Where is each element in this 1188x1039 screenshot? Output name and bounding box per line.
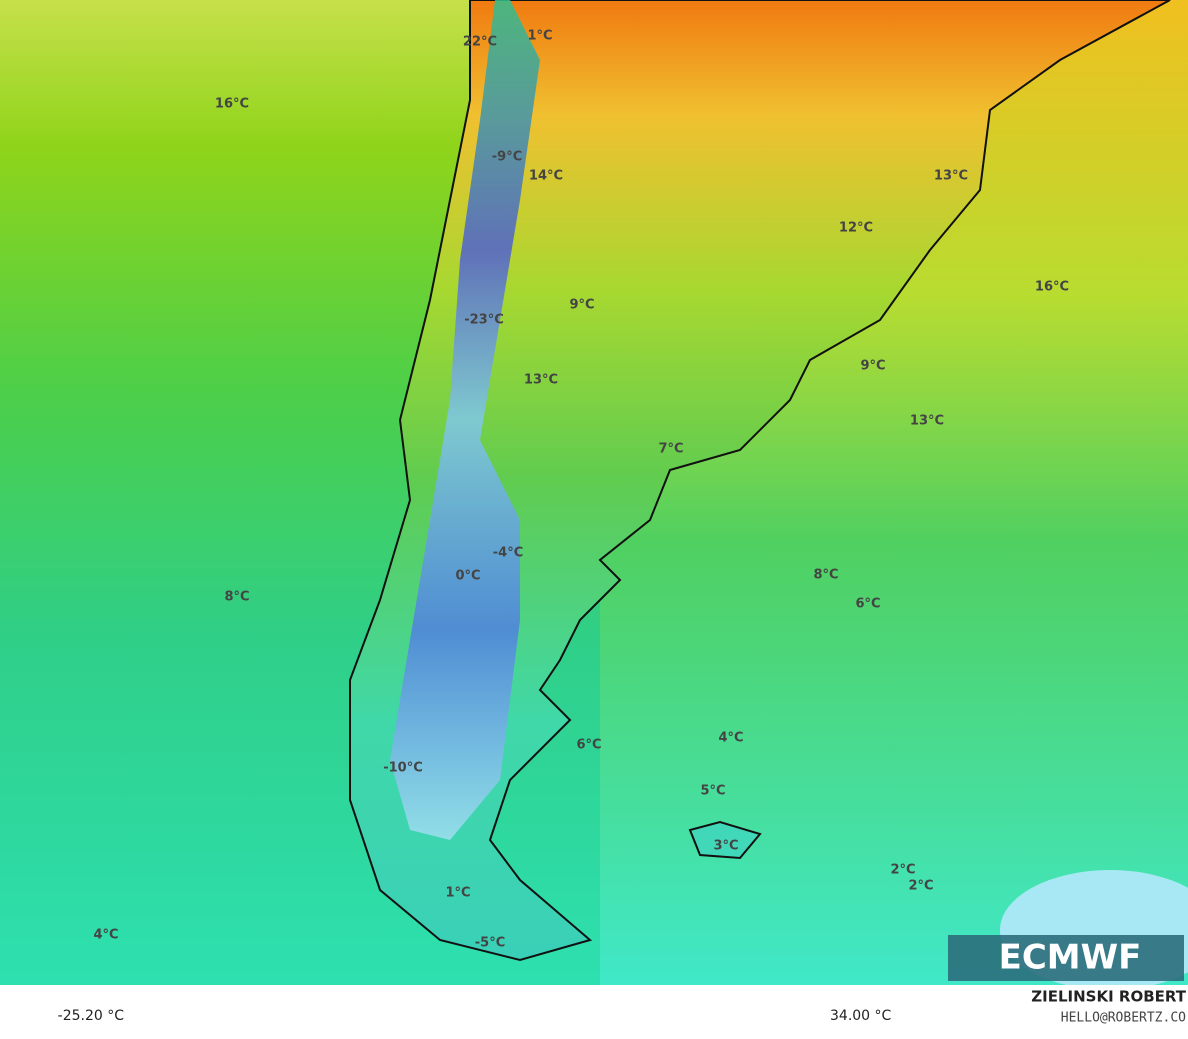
temp-label: 0°C <box>455 569 480 584</box>
temp-label: -4°C <box>493 546 523 561</box>
temp-label: 8°C <box>813 568 838 583</box>
temp-label: 2°C <box>890 863 915 878</box>
logo-text: ECMWF <box>999 938 1142 978</box>
temp-label: 13°C <box>934 169 968 184</box>
land <box>349 0 1171 962</box>
temp-label: 2°C <box>908 879 933 894</box>
contact: HELLO@ROBERTZ.CO <box>1061 1011 1186 1026</box>
temp-label: 1°C <box>445 886 470 901</box>
temp-label: 13°C <box>524 373 558 388</box>
temp-label: 3°C <box>713 839 738 854</box>
temperature-labels: 22°C 1°C 16°C -9°C 14°C 13°C 12°C 16°C 9°C -23°C 1… <box>93 29 1069 951</box>
temp-label: -9°C <box>492 150 522 165</box>
temp-label: 5°C <box>700 784 725 799</box>
temp-label: 13°C <box>910 414 944 429</box>
author: ZIELINSKI ROBERT <box>1031 988 1186 1006</box>
temp-label: 16°C <box>1035 280 1069 295</box>
temp-label: 12°C <box>839 221 873 236</box>
colorbar-min: -25.20 °C <box>58 1008 125 1024</box>
temp-label: 1°C <box>527 29 552 44</box>
temp-label: 6°C <box>855 597 880 612</box>
temp-label: 4°C <box>718 731 743 746</box>
temp-label: 8°C <box>224 590 249 605</box>
temp-label: 16°C <box>215 97 249 112</box>
colorbar-max: 34.00 °C <box>830 1008 892 1024</box>
logo-box: ECMWF <box>948 935 1184 981</box>
temp-label: -10°C <box>383 761 423 776</box>
temp-label: 4°C <box>93 928 118 943</box>
temp-label: 22°C <box>463 35 497 50</box>
temp-label: 14°C <box>529 169 563 184</box>
temp-label: -5°C <box>475 936 505 951</box>
temp-label: 9°C <box>860 359 885 374</box>
temp-label: -23°C <box>464 313 504 328</box>
logo-background <box>948 935 1184 981</box>
temp-label: 9°C <box>569 298 594 313</box>
andes-cold <box>390 0 540 840</box>
temp-label: 6°C <box>576 738 601 753</box>
temp-label: 7°C <box>658 442 683 457</box>
footer <box>0 985 1188 1035</box>
falklands <box>688 820 762 860</box>
